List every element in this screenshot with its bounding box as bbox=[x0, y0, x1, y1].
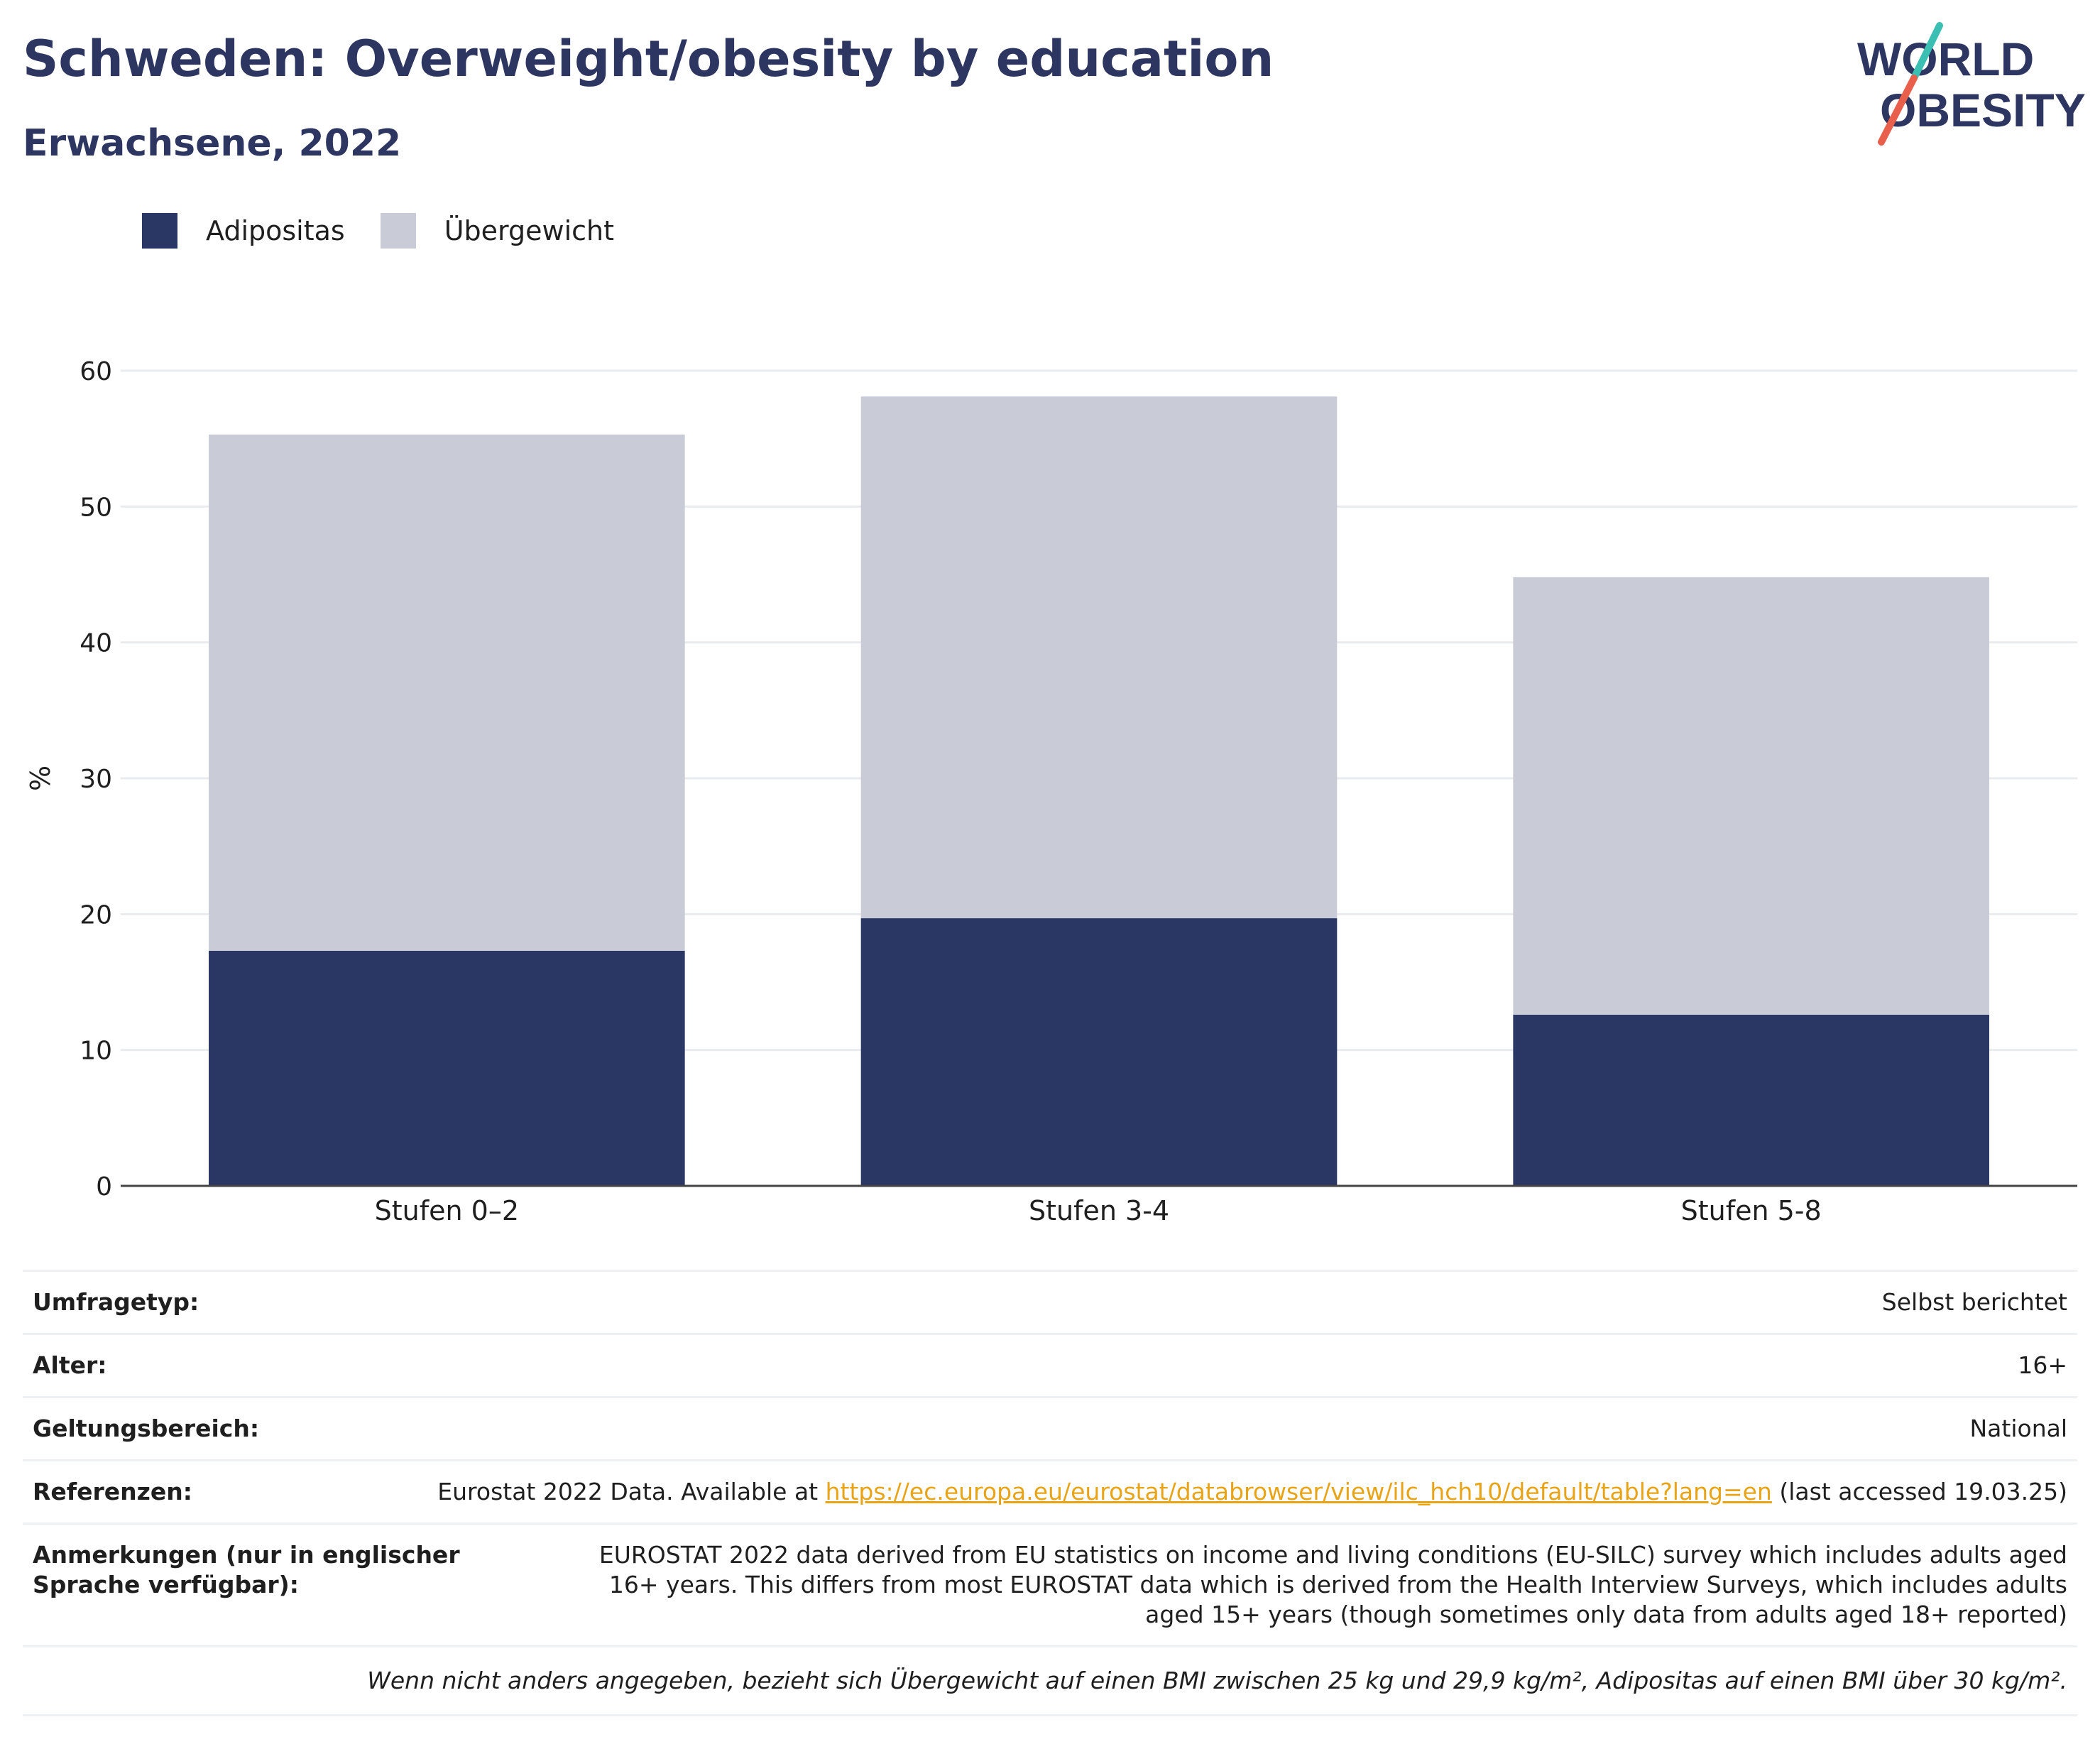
meta-value-survey-type: Selbst berichtet bbox=[1881, 1288, 2067, 1316]
x-tick-label: Stufen 3-4 bbox=[1029, 1195, 1169, 1226]
x-tick-label: Stufen 5-8 bbox=[1681, 1195, 1822, 1226]
legend: Adipositas Übergewicht bbox=[142, 212, 650, 250]
legend-swatch-uebergewicht bbox=[380, 213, 416, 249]
bar-adipositas bbox=[1513, 1014, 1989, 1186]
bmi-footnote: Wenn nicht anders angegeben, bezieht sic… bbox=[23, 1645, 2077, 1716]
world-obesity-logo: WORLD OBESITY bbox=[1857, 22, 2086, 146]
y-tick-label: 50 bbox=[80, 493, 112, 522]
chart-title: Schweden: Overweight/obesity by educatio… bbox=[23, 30, 1274, 88]
bar-adipositas bbox=[860, 918, 1338, 1186]
y-tick-label: 10 bbox=[80, 1037, 112, 1066]
legend-item-uebergewicht[interactable]: Übergewicht bbox=[380, 213, 614, 249]
meta-row-scope: Geltungsbereich: National bbox=[23, 1396, 2077, 1459]
meta-row-references: Referenzen: Eurostat 2022 Data. Availabl… bbox=[23, 1459, 2077, 1522]
references-link[interactable]: https://ec.europa.eu/eurostat/databrowse… bbox=[825, 1478, 1772, 1505]
meta-value-age: 16+ bbox=[2018, 1351, 2067, 1379]
meta-value-notes: EUROSTAT 2022 data derived from EU stati… bbox=[598, 1541, 2067, 1628]
bar-uebergewicht bbox=[860, 396, 1338, 919]
meta-label-survey-type: Umfragetyp: bbox=[33, 1288, 199, 1316]
meta-row-notes: Anmerkungen (nur in englischer Sprache v… bbox=[23, 1522, 2077, 1645]
y-tick-label: 30 bbox=[80, 765, 112, 794]
bar-adipositas bbox=[209, 950, 685, 1186]
meta-row-age: Alter: 16+ bbox=[23, 1333, 2077, 1396]
meta-label-age: Alter: bbox=[33, 1351, 107, 1379]
logo-slash-teal bbox=[1910, 22, 1943, 82]
y-tick-label: 60 bbox=[80, 357, 112, 386]
bar-uebergewicht bbox=[209, 434, 685, 951]
bar-uebergewicht bbox=[1513, 577, 1989, 1015]
logo-line2: OBESITY bbox=[1880, 84, 2086, 136]
y-axis-label: % bbox=[25, 765, 56, 791]
meta-label-notes: Anmerkungen (nur in englischer Sprache v… bbox=[33, 1541, 460, 1598]
meta-value-scope: National bbox=[1969, 1415, 2067, 1442]
y-tick-label: 20 bbox=[80, 900, 112, 930]
x-tick-label: Stufen 0–2 bbox=[375, 1195, 519, 1226]
metadata-table: Umfragetyp: Selbst berichtet Alter: 16+ … bbox=[23, 1270, 2077, 1716]
logo-slash-red bbox=[1878, 75, 1918, 146]
meta-label-scope: Geltungsbereich: bbox=[33, 1415, 260, 1442]
references-accessed: (last accessed 19.03.25) bbox=[1771, 1478, 2067, 1505]
chart-subtitle: Erwachsene, 2022 bbox=[23, 122, 402, 165]
references-text: Eurostat 2022 Data. Available at bbox=[437, 1478, 826, 1505]
legend-item-adipositas[interactable]: Adipositas bbox=[142, 213, 345, 249]
stacked-bar-chart: 0 10 20 30 40 50 60% Stufen 0–2 Stufen 3-4 Stufen… bbox=[25, 357, 2077, 1226]
meta-row-survey-type: Umfragetyp: Selbst berichtet bbox=[23, 1270, 2077, 1333]
meta-label-references: Referenzen: bbox=[33, 1478, 192, 1505]
y-tick-label: 40 bbox=[80, 629, 112, 658]
logo-line1: WORLD bbox=[1857, 33, 2034, 85]
legend-swatch-adipositas bbox=[142, 213, 177, 249]
legend-label-uebergewicht: Übergewicht bbox=[444, 215, 614, 246]
legend-label-adipositas: Adipositas bbox=[206, 215, 345, 246]
y-tick-label: 0 bbox=[96, 1172, 112, 1202]
meta-value-references: Eurostat 2022 Data. Available at https:/… bbox=[221, 1477, 2067, 1507]
